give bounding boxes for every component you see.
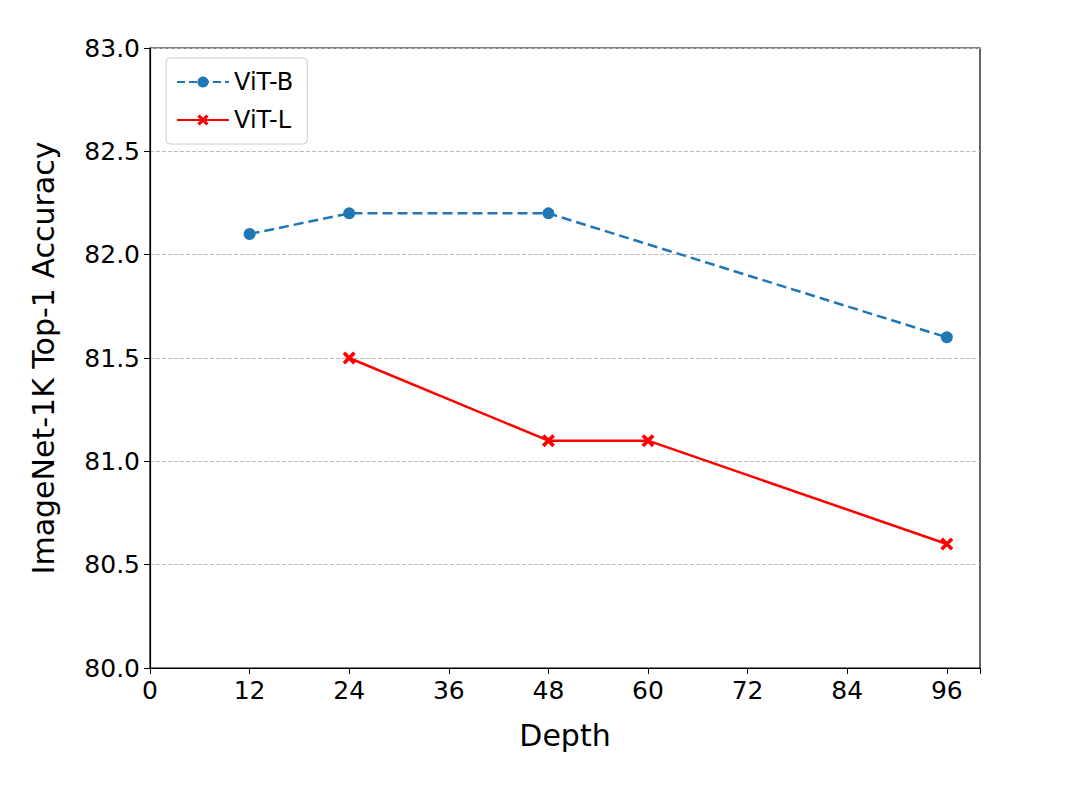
svg-text:48: 48 [532, 676, 564, 705]
svg-text:ImageNet-1K Top-1 Accuracy: ImageNet-1K Top-1 Accuracy [26, 142, 61, 575]
svg-text:ViT-L: ViT-L [234, 106, 292, 134]
svg-text:12: 12 [234, 676, 266, 705]
svg-text:24: 24 [333, 676, 365, 705]
svg-text:82.0: 82.0 [84, 240, 140, 269]
svg-text:Depth: Depth [519, 718, 610, 753]
svg-text:0: 0 [142, 676, 158, 705]
svg-text:96: 96 [931, 676, 963, 705]
svg-text:80.5: 80.5 [84, 550, 140, 579]
svg-text:83.0: 83.0 [84, 34, 140, 63]
svg-text:84: 84 [831, 676, 863, 705]
svg-text:60: 60 [632, 676, 664, 705]
svg-text:80.0: 80.0 [84, 654, 140, 683]
svg-text:81.0: 81.0 [84, 447, 140, 476]
svg-text:81.5: 81.5 [84, 344, 140, 373]
svg-text:82.5: 82.5 [84, 137, 140, 166]
svg-text:72: 72 [732, 676, 764, 705]
svg-text:ViT-B: ViT-B [234, 68, 293, 96]
svg-text:36: 36 [433, 676, 465, 705]
